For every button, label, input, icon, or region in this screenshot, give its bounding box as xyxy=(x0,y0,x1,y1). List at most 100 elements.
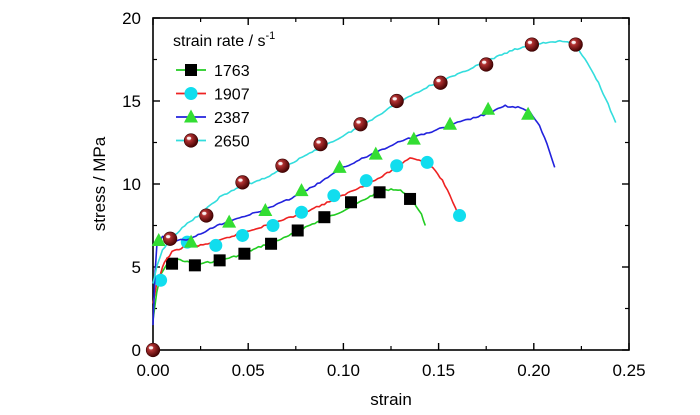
data-point xyxy=(359,174,373,188)
data-point xyxy=(453,209,467,223)
marker-sphere-highlight xyxy=(278,162,283,166)
legend-item-2387: 2387 xyxy=(176,109,250,127)
marker-sphere-body xyxy=(479,57,494,72)
marker-sphere-body xyxy=(275,158,290,173)
series-1763 xyxy=(152,186,427,321)
y-tick-label: 10 xyxy=(122,175,141,194)
marker-sphere-highlight xyxy=(148,346,154,350)
marker-sphere-highlight xyxy=(527,40,533,44)
data-point xyxy=(327,189,341,203)
y-tick-label: 0 xyxy=(132,341,141,360)
data-point xyxy=(151,232,166,246)
y-axis-title: stress / MPa xyxy=(90,136,109,231)
data-point xyxy=(294,183,309,197)
marker-sphere-highlight xyxy=(356,120,361,124)
data-point xyxy=(521,106,536,120)
data-point xyxy=(235,228,249,242)
marker-sphere-body xyxy=(353,117,368,132)
legend-label: 1907 xyxy=(214,87,250,104)
marker-sphere-body xyxy=(235,175,250,190)
data-point xyxy=(291,224,304,237)
data-point xyxy=(420,155,434,169)
data-point xyxy=(295,205,309,219)
marker-sphere-body xyxy=(524,37,539,52)
legend-title-text: strain rate / s xyxy=(173,33,265,50)
x-tick-label: 0.10 xyxy=(327,361,360,380)
data-point xyxy=(188,259,201,272)
marker-sphere-body xyxy=(568,37,583,52)
data-point xyxy=(433,75,448,90)
legend-label: 1763 xyxy=(214,63,250,80)
series-group xyxy=(145,37,617,358)
legend-label: 2387 xyxy=(214,110,250,127)
marker-sphere-body xyxy=(145,342,161,358)
legend-title: strain rate / s-1 xyxy=(173,30,275,50)
marker-sphere-highlight xyxy=(165,235,171,239)
x-tick-label: 0.00 xyxy=(136,361,169,380)
legend-marker xyxy=(184,109,198,123)
data-point xyxy=(266,219,280,232)
data-point xyxy=(524,37,539,52)
series-line xyxy=(152,39,617,284)
legend-item-1907: 1907 xyxy=(176,87,250,104)
x-tick-label: 0.25 xyxy=(612,361,645,380)
data-point xyxy=(235,175,250,190)
y-tick-label: 15 xyxy=(122,92,141,111)
legend-marker xyxy=(183,133,199,148)
legend-item-2650: 2650 xyxy=(176,133,250,151)
y-tick-label: 20 xyxy=(122,9,141,28)
marker-sphere-highlight xyxy=(202,211,207,215)
data-point xyxy=(345,196,358,209)
data-point xyxy=(313,137,328,152)
data-point xyxy=(222,214,237,228)
data-point xyxy=(389,93,404,109)
marker-sphere-highlight xyxy=(571,40,576,44)
data-point xyxy=(332,159,347,173)
series-line xyxy=(152,157,461,304)
data-point xyxy=(479,57,494,72)
data-point xyxy=(265,237,278,250)
series-line xyxy=(152,188,427,321)
data-point xyxy=(481,101,496,115)
data-point xyxy=(184,234,199,248)
series-2387 xyxy=(151,101,556,326)
data-point xyxy=(443,116,458,130)
marker-sphere-highlight xyxy=(482,60,487,64)
data-point xyxy=(568,37,583,52)
data-point xyxy=(318,211,331,224)
legend-label: 2650 xyxy=(214,134,250,151)
marker-sphere-highlight xyxy=(238,178,243,182)
data-point xyxy=(166,257,179,270)
data-point xyxy=(368,146,383,160)
data-point xyxy=(145,342,161,358)
y-tick-label: 5 xyxy=(132,258,141,277)
marker-sphere-body xyxy=(163,231,178,246)
series-2650 xyxy=(145,37,617,358)
data-point xyxy=(353,117,368,132)
marker-sphere-body xyxy=(389,93,404,109)
legend-title-superscript: -1 xyxy=(265,30,275,42)
legend-items: 1763 1907 2387 2650 xyxy=(176,63,250,151)
data-point xyxy=(275,158,290,173)
legend: strain rate / s-1 1763 1907 2387 2650 xyxy=(173,30,275,151)
series-1907 xyxy=(152,155,467,304)
data-point xyxy=(209,238,223,252)
marker-sphere-highlight xyxy=(186,136,192,140)
data-point xyxy=(258,203,273,217)
data-point xyxy=(154,273,168,287)
data-point xyxy=(406,131,421,145)
marker-sphere-highlight xyxy=(392,97,397,101)
marker-sphere-body xyxy=(183,133,199,148)
x-axis-title: strain xyxy=(370,390,412,409)
marker-sphere-body xyxy=(313,137,328,152)
data-point xyxy=(213,254,226,267)
data-point xyxy=(390,159,404,173)
data-point xyxy=(238,247,251,260)
legend-marker xyxy=(184,87,198,100)
x-tick-label: 0.20 xyxy=(517,361,550,380)
x-tick-label: 0.15 xyxy=(422,361,455,380)
marker-sphere-body xyxy=(199,208,214,223)
legend-item-1763: 1763 xyxy=(176,63,250,80)
marker-sphere-highlight xyxy=(316,140,321,144)
